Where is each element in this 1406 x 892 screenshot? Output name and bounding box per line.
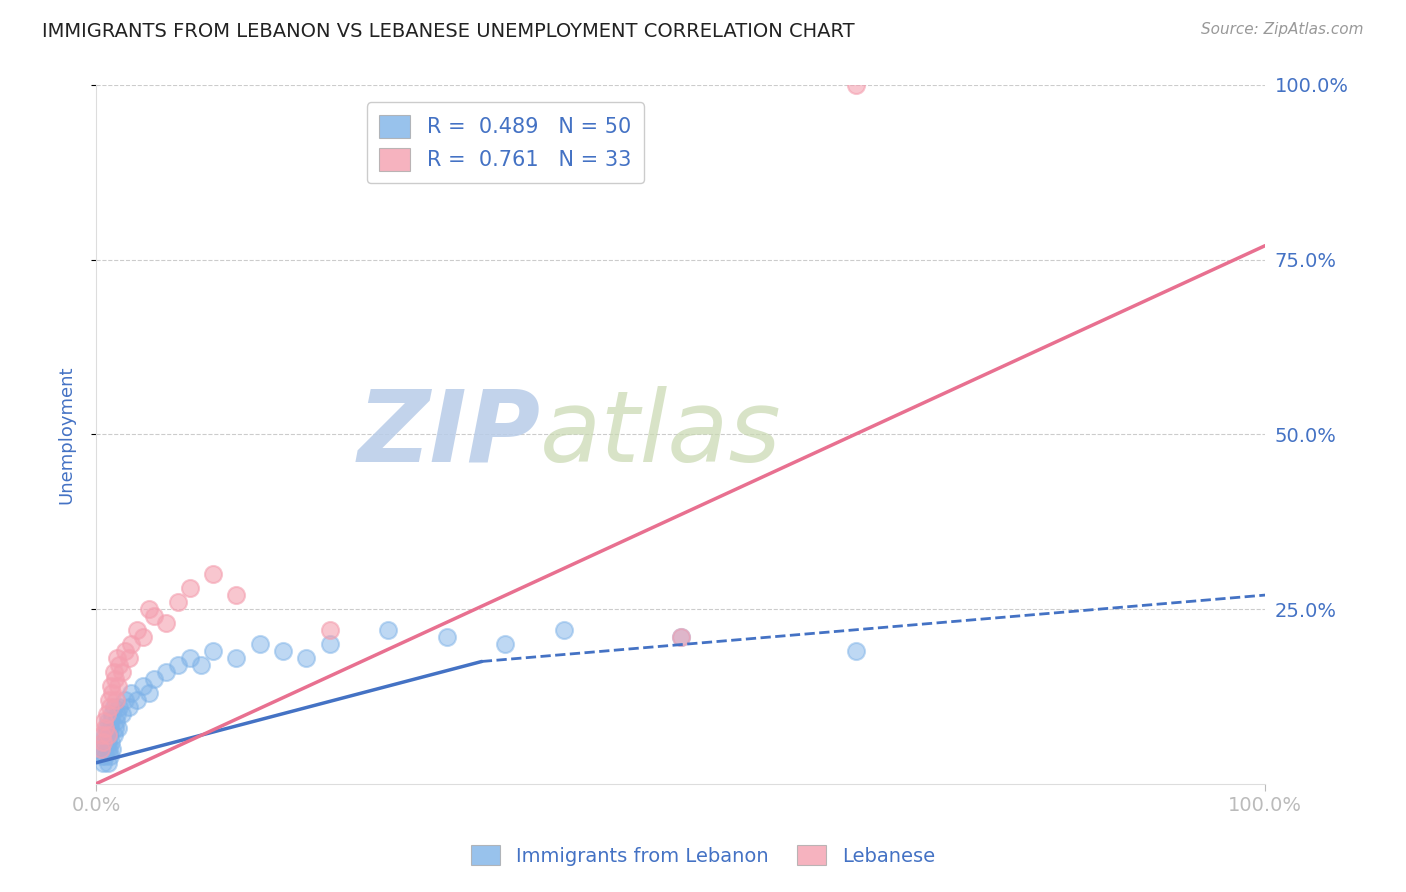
Point bbox=[201, 567, 224, 582]
Point bbox=[669, 630, 692, 644]
Point bbox=[103, 665, 125, 679]
Point bbox=[111, 706, 134, 721]
Point bbox=[104, 721, 127, 735]
Point bbox=[98, 699, 121, 714]
Point bbox=[93, 714, 115, 728]
Point bbox=[91, 756, 114, 770]
Point bbox=[90, 748, 112, 763]
Legend: R =  0.489   N = 50, R =  0.761   N = 33: R = 0.489 N = 50, R = 0.761 N = 33 bbox=[367, 103, 644, 183]
Point bbox=[166, 657, 188, 672]
Point bbox=[107, 721, 129, 735]
Point bbox=[295, 651, 318, 665]
Point bbox=[97, 756, 120, 770]
Point bbox=[100, 735, 122, 749]
Point bbox=[271, 644, 294, 658]
Point bbox=[201, 644, 224, 658]
Point bbox=[91, 735, 114, 749]
Point bbox=[114, 693, 136, 707]
Point bbox=[319, 637, 342, 651]
Point bbox=[669, 630, 692, 644]
Point bbox=[90, 741, 112, 756]
Point bbox=[101, 706, 124, 721]
Point bbox=[96, 741, 118, 756]
Point bbox=[96, 706, 118, 721]
Point bbox=[377, 623, 399, 637]
Point bbox=[132, 679, 155, 693]
Point bbox=[107, 679, 129, 693]
Point bbox=[97, 728, 120, 742]
Point bbox=[845, 644, 868, 658]
Text: ZIP: ZIP bbox=[357, 386, 540, 483]
Point bbox=[100, 714, 122, 728]
Point bbox=[143, 609, 166, 624]
Point bbox=[155, 665, 177, 679]
Point bbox=[120, 686, 142, 700]
Point bbox=[104, 693, 127, 707]
Y-axis label: Unemployment: Unemployment bbox=[58, 365, 75, 504]
Point bbox=[114, 644, 136, 658]
Point bbox=[118, 651, 141, 665]
Point bbox=[94, 728, 117, 742]
Point bbox=[94, 748, 117, 763]
Point bbox=[97, 714, 120, 728]
Point bbox=[98, 721, 121, 735]
Point bbox=[120, 637, 142, 651]
Point bbox=[166, 595, 188, 609]
Point bbox=[103, 699, 125, 714]
Point bbox=[97, 735, 120, 749]
Point bbox=[100, 679, 122, 693]
Point bbox=[845, 78, 868, 92]
Point bbox=[97, 728, 120, 742]
Text: atlas: atlas bbox=[540, 386, 782, 483]
Point bbox=[118, 699, 141, 714]
Text: Source: ZipAtlas.com: Source: ZipAtlas.com bbox=[1201, 22, 1364, 37]
Point bbox=[190, 657, 212, 672]
Point bbox=[90, 728, 112, 742]
Point bbox=[101, 741, 124, 756]
Point bbox=[155, 615, 177, 630]
Point bbox=[125, 693, 148, 707]
Point bbox=[225, 588, 247, 602]
Point bbox=[93, 741, 115, 756]
Point bbox=[97, 741, 120, 756]
Point bbox=[104, 714, 127, 728]
Point bbox=[105, 706, 128, 721]
Point bbox=[494, 637, 516, 651]
Point bbox=[104, 672, 127, 686]
Point bbox=[436, 630, 458, 644]
Point bbox=[98, 748, 121, 763]
Point bbox=[132, 630, 155, 644]
Text: IMMIGRANTS FROM LEBANON VS LEBANESE UNEMPLOYMENT CORRELATION CHART: IMMIGRANTS FROM LEBANON VS LEBANESE UNEM… bbox=[42, 22, 855, 41]
Point bbox=[96, 721, 118, 735]
Point bbox=[143, 672, 166, 686]
Point bbox=[138, 686, 160, 700]
Legend: Immigrants from Lebanon, Lebanese: Immigrants from Lebanon, Lebanese bbox=[463, 838, 943, 873]
Point bbox=[108, 699, 131, 714]
Point bbox=[225, 651, 247, 665]
Point bbox=[111, 665, 134, 679]
Point bbox=[97, 693, 120, 707]
Point bbox=[553, 623, 575, 637]
Point bbox=[138, 602, 160, 616]
Point bbox=[249, 637, 271, 651]
Point bbox=[125, 623, 148, 637]
Point bbox=[108, 657, 131, 672]
Point bbox=[179, 581, 201, 595]
Point bbox=[319, 623, 342, 637]
Point bbox=[93, 735, 115, 749]
Point bbox=[105, 651, 128, 665]
Point bbox=[101, 686, 124, 700]
Point bbox=[103, 728, 125, 742]
Point bbox=[179, 651, 201, 665]
Point bbox=[94, 721, 117, 735]
